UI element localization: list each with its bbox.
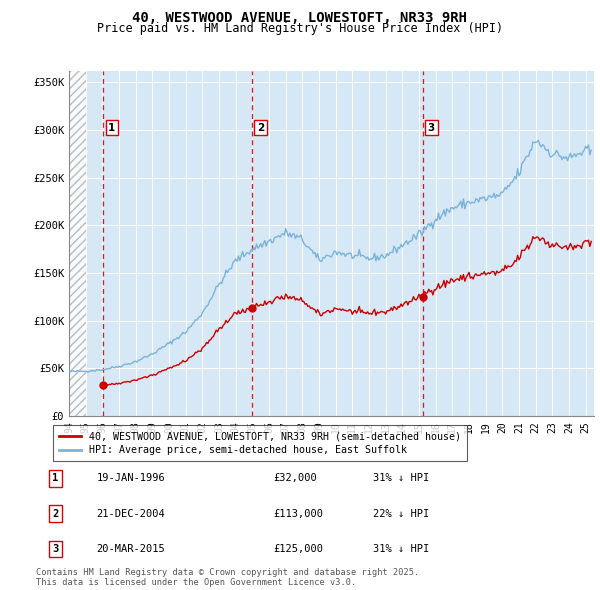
Legend: 40, WESTWOOD AVENUE, LOWESTOFT, NR33 9RH (semi-detached house), HPI: Average pri: 40, WESTWOOD AVENUE, LOWESTOFT, NR33 9RH… [53,425,467,461]
Text: 22% ↓ HPI: 22% ↓ HPI [373,509,429,519]
Text: 40, WESTWOOD AVENUE, LOWESTOFT, NR33 9RH: 40, WESTWOOD AVENUE, LOWESTOFT, NR33 9RH [133,11,467,25]
Text: £125,000: £125,000 [274,544,323,553]
Text: 2: 2 [257,123,264,133]
Text: 2: 2 [52,509,58,519]
Text: £113,000: £113,000 [274,509,323,519]
Text: 19-JAN-1996: 19-JAN-1996 [97,474,166,483]
Text: 31% ↓ HPI: 31% ↓ HPI [373,474,429,483]
Text: 1: 1 [52,474,58,483]
Text: 1: 1 [108,123,115,133]
Text: £32,000: £32,000 [274,474,317,483]
Text: 3: 3 [428,123,435,133]
Text: 20-MAR-2015: 20-MAR-2015 [97,544,166,553]
Text: 21-DEC-2004: 21-DEC-2004 [97,509,166,519]
Text: 31% ↓ HPI: 31% ↓ HPI [373,544,429,553]
Text: Price paid vs. HM Land Registry's House Price Index (HPI): Price paid vs. HM Land Registry's House … [97,22,503,35]
Text: 3: 3 [52,544,58,553]
Text: Contains HM Land Registry data © Crown copyright and database right 2025.
This d: Contains HM Land Registry data © Crown c… [36,568,419,587]
